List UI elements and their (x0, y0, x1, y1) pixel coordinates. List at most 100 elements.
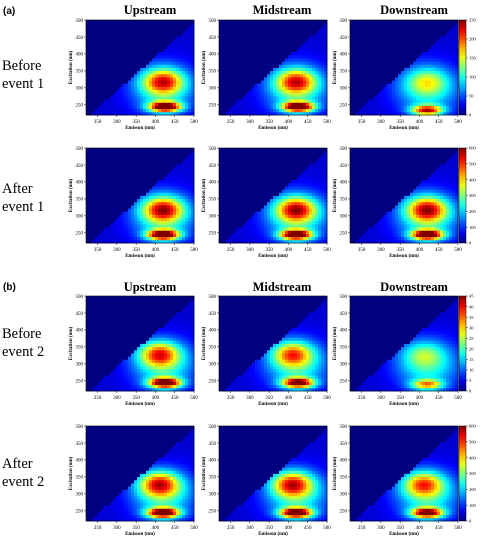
heatmap-cell (401, 42, 405, 46)
heatmap-cell (155, 195, 159, 200)
heatmap-cell (107, 67, 111, 72)
heatmap-cell (225, 80, 229, 84)
heatmap-cell (264, 170, 268, 174)
heatmap-cell (365, 58, 369, 62)
heatmap-cell (113, 195, 117, 200)
heatmap-cell (258, 80, 262, 84)
heatmap-cell (140, 99, 144, 103)
heatmap-cell (255, 179, 259, 184)
heatmap-cell (170, 239, 174, 244)
heatmap-cell (92, 35, 96, 40)
heatmap-cell (188, 189, 192, 193)
heatmap-cell (365, 61, 369, 65)
heatmap-cell (167, 29, 171, 34)
heatmap-cell (243, 54, 247, 59)
heatmap-cell (237, 211, 241, 215)
heatmap-cell (95, 29, 99, 34)
heatmap-cell (312, 32, 316, 37)
heatmap-cell (155, 102, 159, 106)
heatmap-cell (143, 92, 147, 97)
heatmap-cell (116, 20, 120, 24)
heatmap-cell (131, 230, 135, 234)
heatmap-cell (374, 77, 378, 81)
heatmap-cell (291, 86, 295, 91)
heatmap-cell (443, 89, 447, 94)
heatmap-cell (128, 48, 132, 53)
heatmap-cell (413, 29, 417, 34)
heatmap-cell (240, 220, 244, 225)
heatmap-cell (410, 58, 414, 62)
heatmap-cell (101, 182, 105, 187)
heatmap-cell (434, 23, 438, 27)
heatmap-cell (92, 89, 96, 94)
heatmap-cell (89, 42, 93, 46)
heatmap-cell (122, 236, 126, 241)
heatmap-cell (149, 96, 153, 100)
heatmap-cell (149, 186, 153, 190)
heatmap-cell (155, 227, 159, 231)
heatmap-cell (398, 92, 402, 97)
heatmap-cell (452, 32, 456, 37)
heatmap-cell (161, 182, 165, 187)
heatmap-cell (137, 148, 141, 152)
heatmap-cell (407, 80, 411, 84)
heatmap-cell (131, 86, 135, 91)
heatmap-cell (98, 39, 102, 43)
heatmap-cell (398, 51, 402, 56)
heatmap-cell (225, 89, 229, 94)
heatmap-cell (392, 108, 396, 113)
heatmap-cell (143, 80, 147, 84)
heatmap-cell (228, 154, 232, 158)
heatmap-cell (306, 111, 310, 116)
heatmap-cell (389, 77, 393, 81)
heatmap-cell (158, 233, 162, 238)
heatmap-cell (234, 224, 238, 228)
heatmap-cell (222, 86, 226, 91)
heatmap-cell (152, 157, 156, 162)
heatmap-cell (398, 83, 402, 87)
heatmap-cell (368, 108, 372, 113)
heatmap-cell (140, 77, 144, 81)
heatmap-cell (285, 35, 289, 40)
heatmap-cell (191, 217, 195, 222)
heatmap-cell (128, 224, 132, 228)
heatmap-cell (443, 111, 447, 116)
heatmap-cell (170, 42, 174, 46)
heatmap-cell (113, 108, 117, 113)
heatmap-cell (455, 58, 459, 62)
heatmap-cell (255, 224, 259, 228)
heatmap-cell (362, 105, 366, 110)
heatmap-cell (176, 58, 180, 62)
heatmap-cell (161, 148, 165, 152)
heatmap-cell (179, 230, 183, 234)
heatmap-cell (297, 61, 301, 65)
heatmap-cell (167, 182, 171, 187)
heatmap-cell (315, 80, 319, 84)
heatmap-cell (86, 83, 90, 87)
heatmap-cell (416, 89, 420, 94)
heatmap-cell (182, 227, 186, 231)
heatmap-cell (264, 23, 268, 27)
heatmap-cell (237, 32, 241, 37)
heatmap-cell (173, 220, 177, 225)
heatmap-cell (104, 176, 108, 181)
heatmap-cell (104, 201, 108, 206)
heatmap-cell (437, 86, 441, 91)
heatmap-cell (170, 157, 174, 162)
heatmap-cell (143, 160, 147, 165)
heatmap-cell (125, 173, 129, 177)
heatmap-cell (134, 35, 138, 40)
heatmap-cell (98, 96, 102, 100)
heatmap-cell (237, 29, 241, 34)
heatmap-cell (264, 83, 268, 87)
heatmap-cell (419, 73, 423, 78)
heatmap-cell (431, 89, 435, 94)
heatmap-cell (152, 173, 156, 177)
heatmap-cell (264, 77, 268, 81)
heatmap-cell (125, 148, 129, 152)
heatmap-cell (282, 86, 286, 91)
heatmap-cell (407, 99, 411, 103)
heatmap-cell (231, 154, 235, 158)
heatmap-cell (386, 45, 390, 49)
heatmap-cell (273, 70, 277, 75)
